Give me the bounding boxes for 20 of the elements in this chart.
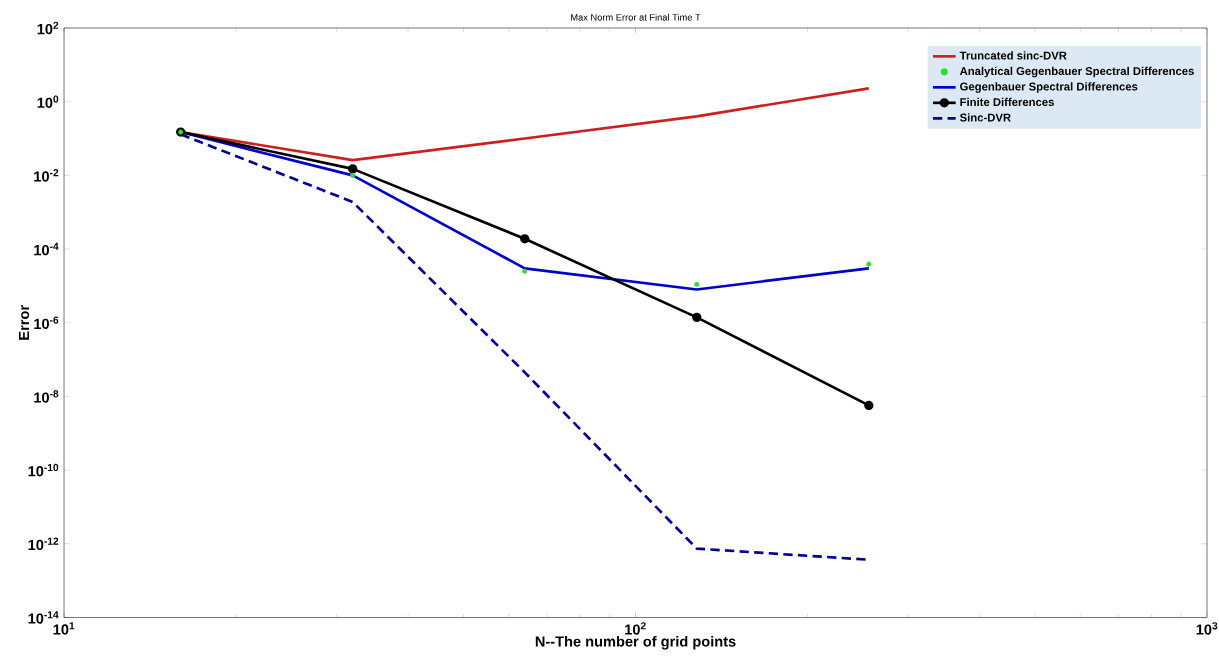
- legend-label: Analytical Gegenbauer Spectral Differences: [959, 67, 1194, 78]
- chart-title: Max Norm Error at Final Time T: [571, 14, 701, 21]
- y-tick-label: 10$^{-8}$: [34, 390, 59, 403]
- y-tick-label: 10$^{-4}$: [34, 243, 59, 256]
- legend-label: Gegenbauer Spectral Differences: [960, 82, 1138, 94]
- x-axis-title: N--The number of grid points: [535, 636, 736, 650]
- x-tick-label: 10$^{3}$: [1196, 622, 1218, 636]
- legend-label: Sinc-DVR: [959, 113, 1011, 122]
- y-tick-label: 10$^{2}$: [37, 21, 59, 35]
- legend-label: Truncated sinc-DVR: [959, 51, 1067, 60]
- y-axis-title: Error: [18, 305, 30, 340]
- y-tick-label: 10$^{-10}$: [28, 464, 59, 477]
- x-tick-label: 10$^{1}$: [53, 622, 75, 635]
- y-tick-label: 10$^{-2}$: [34, 169, 59, 182]
- legend-label: Finite Differences: [960, 97, 1054, 107]
- y-tick-label: 10$^{-12}$: [28, 537, 59, 551]
- y-tick-label: 10$^{0}$: [37, 95, 59, 109]
- x-tick-label: 10$^{2}$: [625, 622, 646, 636]
- y-tick-label: 10$^{-14}$: [28, 611, 59, 624]
- y-tick-label: 10$^{-6}$: [34, 316, 59, 330]
